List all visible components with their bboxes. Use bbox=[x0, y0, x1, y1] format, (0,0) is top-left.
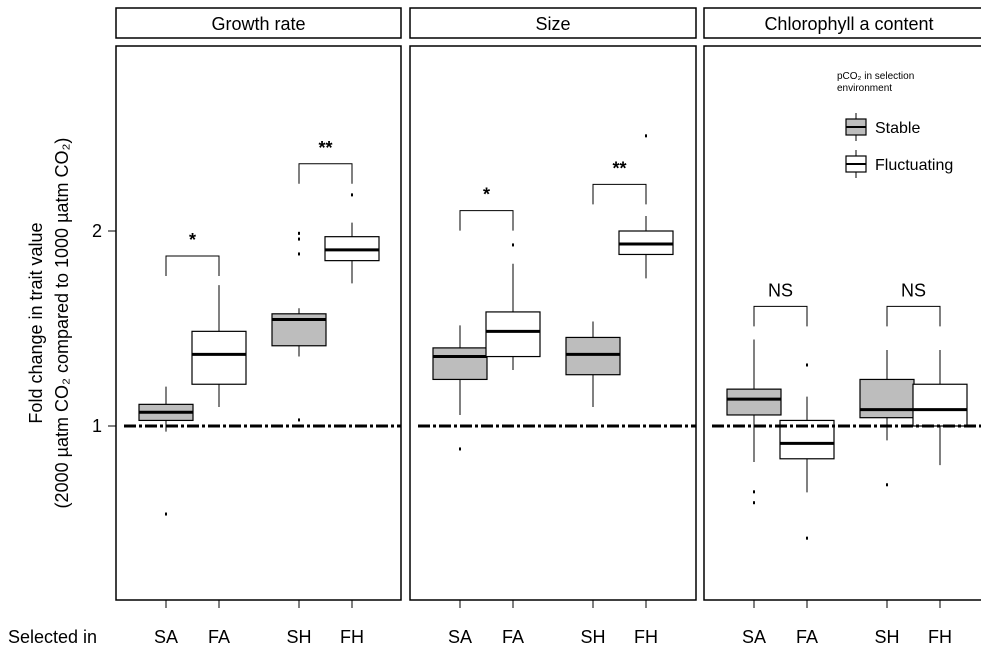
x-tick-label-1-SH: SH bbox=[580, 627, 605, 647]
panel-2: NS NS bbox=[703, 45, 981, 616]
box-1-SH bbox=[565, 321, 621, 407]
x-tick-label-0-SH: SH bbox=[286, 627, 311, 647]
panel-1: *** bbox=[409, 45, 697, 601]
box-2-FA bbox=[779, 363, 835, 540]
box-2-FH bbox=[912, 350, 968, 466]
box-2-SA bbox=[726, 339, 782, 505]
box-1-FA bbox=[485, 243, 541, 371]
y-tick-label-1: 2 bbox=[92, 221, 102, 241]
outlier-point bbox=[298, 252, 300, 256]
comparison-bracket bbox=[298, 163, 353, 184]
x-tick-label-0-SA: SA bbox=[154, 627, 178, 647]
box-body bbox=[565, 336, 621, 376]
comparison-1-0: * bbox=[459, 185, 514, 231]
box-0-FA bbox=[191, 285, 247, 407]
comparison-bracket bbox=[592, 183, 647, 205]
x-tick-label-2-FH: FH bbox=[928, 627, 952, 647]
outlier-point bbox=[298, 231, 300, 235]
box-body bbox=[485, 311, 541, 358]
box-body bbox=[912, 383, 968, 427]
comparison-label: ** bbox=[318, 138, 332, 158]
comparison-bracket bbox=[753, 305, 808, 327]
box-0-SA bbox=[138, 386, 194, 516]
outlier-point bbox=[298, 237, 300, 241]
comparison-2-1: NS bbox=[886, 280, 941, 327]
strip-title-1: Size bbox=[535, 14, 570, 34]
comparison-bracket bbox=[886, 305, 941, 327]
panel-border-0 bbox=[115, 45, 402, 601]
comparison-0-1: ** bbox=[298, 138, 353, 184]
y-tick-label-0: 1 bbox=[92, 416, 102, 436]
strip-box-2 bbox=[703, 7, 981, 39]
box-1-FH bbox=[618, 134, 674, 279]
y-axis-title-line1: Fold change in trait value bbox=[26, 222, 46, 423]
comparison-label: NS bbox=[768, 280, 793, 300]
panels: ******NS NS bbox=[115, 45, 981, 616]
comparison-0-0: * bbox=[165, 230, 220, 276]
x-tick-label-0-FH: FH bbox=[340, 627, 364, 647]
strip-title-2: Chlorophyll a content bbox=[764, 14, 933, 34]
outlier-point bbox=[512, 243, 514, 247]
outlier-point bbox=[806, 363, 808, 367]
strip-title-0: Growth rate bbox=[211, 14, 305, 34]
legend-title-line2: environment bbox=[837, 83, 892, 94]
legend-label-stable: Stable bbox=[875, 120, 920, 137]
outlier-point bbox=[806, 536, 808, 540]
outlier-point bbox=[165, 512, 167, 516]
box-body bbox=[432, 347, 488, 381]
panel-0: *** bbox=[115, 45, 402, 601]
comparison-bracket bbox=[459, 210, 514, 231]
x-tick-label-2-SH: SH bbox=[874, 627, 899, 647]
x-tick-label-1-FH: FH bbox=[634, 627, 658, 647]
legend-label-fluctuating: Fluctuating bbox=[875, 157, 953, 174]
comparison-label: NS bbox=[901, 280, 926, 300]
panel-border-2 bbox=[703, 45, 981, 601]
strip-box-0 bbox=[115, 7, 402, 39]
panel-border-1 bbox=[409, 45, 697, 601]
legend-entry-fluctuating: Fluctuating bbox=[845, 150, 953, 178]
strips: Growth rate Size Chlorophyll a content bbox=[115, 7, 981, 39]
comparison-label: * bbox=[189, 230, 196, 250]
comparison-bracket bbox=[165, 255, 220, 276]
comparison-2-0: NS bbox=[753, 280, 808, 327]
outlier-point bbox=[459, 447, 461, 451]
x-tick-label-1-SA: SA bbox=[448, 627, 472, 647]
outlier-point bbox=[351, 193, 353, 197]
strip-box-1 bbox=[409, 7, 697, 39]
box-body bbox=[726, 388, 782, 416]
box-0-FH bbox=[324, 193, 380, 284]
box-body bbox=[859, 378, 915, 419]
x-tick-label-0-FA: FA bbox=[208, 627, 230, 647]
comparison-1-1: ** bbox=[592, 158, 647, 205]
comparison-label: * bbox=[483, 185, 490, 205]
x-axis-title: Selected in bbox=[8, 627, 97, 647]
x-tick-label-1-FA: FA bbox=[502, 627, 524, 647]
legend-entry-stable: Stable bbox=[845, 113, 920, 141]
outlier-point bbox=[298, 418, 300, 422]
outlier-point bbox=[886, 613, 888, 616]
box-1-SA bbox=[432, 325, 488, 451]
outlier-point bbox=[753, 490, 755, 494]
y-axis-title-line2: (2000 µatm CO₂ compared to 1000 µatm CO₂… bbox=[52, 138, 72, 509]
comparison-label: ** bbox=[612, 158, 626, 178]
box-body bbox=[191, 330, 247, 385]
box-0-SH bbox=[271, 231, 327, 422]
outlier-point bbox=[753, 501, 755, 505]
box-2-SH bbox=[859, 350, 915, 616]
outlier-point bbox=[886, 483, 888, 487]
legend-title-line1: pCO₂ in selection bbox=[837, 71, 914, 82]
x-tick-label-2-FA: FA bbox=[796, 627, 818, 647]
outlier-point bbox=[645, 134, 647, 138]
axes: SA FA SH FH SA FA SH FH SA FA SH FH 1 2 Fold change in… bbox=[8, 138, 952, 647]
x-tick-label-2-SA: SA bbox=[742, 627, 766, 647]
